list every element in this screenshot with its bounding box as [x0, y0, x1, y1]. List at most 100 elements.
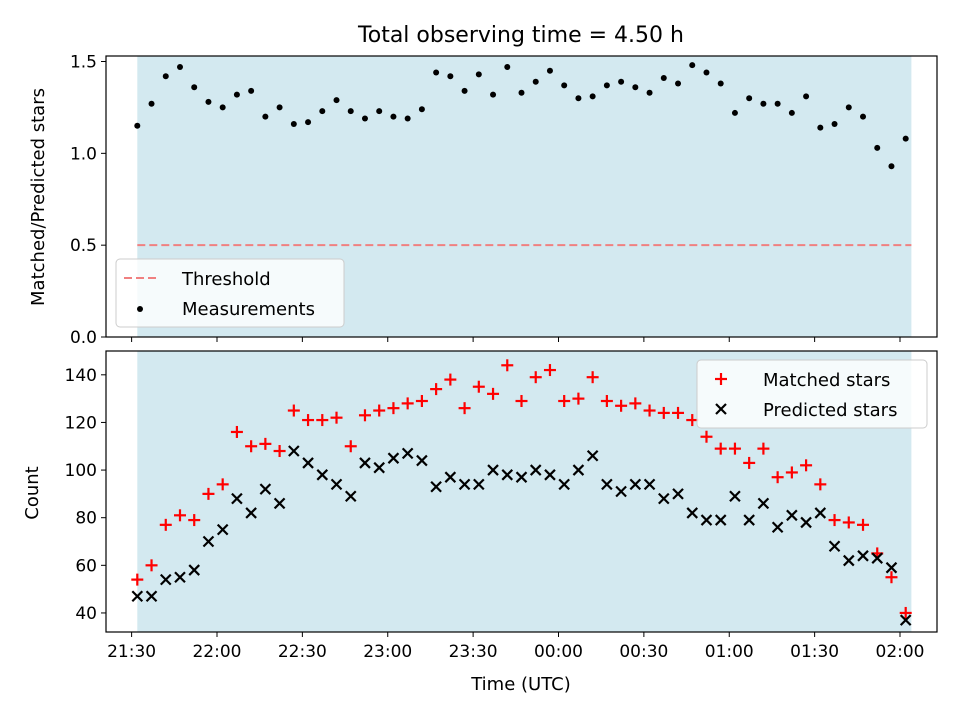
predicted-star-marker	[401, 447, 414, 460]
predicted-star-marker	[259, 483, 272, 495]
measurement-point	[305, 119, 312, 126]
predicted-star-marker	[899, 614, 912, 626]
measurement-point	[874, 144, 881, 151]
measurement-point	[703, 69, 710, 76]
measurement-point	[760, 100, 767, 107]
matched-star-marker	[430, 383, 443, 396]
predicted-star-marker	[714, 514, 727, 526]
predicted-star-marker	[558, 478, 570, 491]
measurement-point	[689, 62, 696, 69]
matched-star-marker	[572, 392, 585, 405]
predicted-star-marker	[387, 452, 400, 464]
measurement-point	[518, 89, 525, 96]
measurement-point	[176, 64, 183, 71]
matched-star-marker	[387, 402, 400, 415]
predicted-star-marker	[800, 516, 812, 529]
predicted-star-marker	[216, 523, 229, 536]
matched-star-marker	[657, 406, 670, 419]
measurement-point	[532, 78, 539, 85]
matched-star-marker	[173, 509, 186, 522]
predicted-star-marker	[487, 464, 499, 476]
y-tick-label: 140	[65, 366, 97, 386]
predicted-star-marker	[786, 509, 798, 522]
predicted-star-marker	[245, 507, 257, 519]
measurement-point	[888, 163, 895, 170]
matched-star-marker	[672, 406, 685, 419]
x-tick-label: 23:00	[363, 642, 412, 662]
measurement-point	[788, 109, 795, 116]
measurement-point	[490, 91, 497, 98]
matched-star-marker	[857, 518, 870, 531]
matched-star-marker	[757, 442, 770, 455]
matched-star-marker	[800, 459, 813, 472]
predicted-star-marker	[159, 573, 172, 586]
matched-star-marker	[771, 471, 784, 484]
predicted-star-marker	[629, 478, 642, 491]
y-tick-label: 1.5	[70, 53, 97, 73]
predicted-star-marker	[330, 478, 343, 491]
x-tick-label: 00:30	[619, 642, 668, 662]
matched-star-marker	[899, 606, 912, 619]
matched-star-marker	[330, 411, 343, 424]
matched-star-marker	[458, 402, 471, 415]
x-tick-label: 22:30	[278, 642, 327, 662]
matched-star-marker	[814, 478, 827, 491]
predicted-star-marker	[302, 457, 314, 469]
matched-star-marker	[259, 437, 272, 450]
measurement-point	[248, 87, 255, 94]
matched-star-marker	[188, 514, 201, 527]
measurement-point	[902, 135, 909, 142]
predicted-star-marker	[700, 514, 713, 526]
measurement-point	[860, 113, 867, 120]
measurement-point	[646, 89, 653, 96]
measurement-point	[461, 87, 468, 94]
predicted-star-marker	[430, 480, 442, 493]
matched-star-marker	[202, 487, 215, 500]
legend: Threshold Measurements	[115, 258, 345, 328]
x-tick-label: 21:30	[107, 642, 156, 662]
predicted-star-marker	[131, 590, 144, 603]
measurement-point	[546, 67, 553, 74]
matched-star-marker	[316, 414, 329, 427]
axes-frame	[105, 350, 938, 633]
measurement-point	[134, 122, 141, 129]
x-tick-label: 01:30	[790, 642, 839, 662]
measurement-point	[390, 113, 397, 120]
predicted-star-marker	[473, 478, 485, 491]
predicted-star-marker	[743, 514, 755, 526]
x-tick-label: 01:00	[705, 642, 754, 662]
measurement-point	[191, 84, 198, 91]
predicted-star-marker	[316, 469, 329, 481]
matched-star-marker	[728, 442, 741, 455]
measurement-point	[561, 82, 568, 89]
legend-box	[696, 359, 928, 429]
measurement-point	[162, 73, 169, 80]
measurement-point	[148, 100, 155, 107]
measurement-point	[376, 108, 383, 115]
predicted-star-marker	[416, 454, 428, 467]
measurement-point	[575, 95, 582, 102]
predicted-star-marker	[273, 497, 286, 510]
measurement-point	[475, 71, 482, 78]
ratio-panel: 0.0 0.5 1.0 1.5 Threshold Measurements	[70, 53, 938, 348]
y-tick-label: 60	[75, 556, 97, 576]
measurement-point	[746, 95, 753, 102]
x-axis-label: Time (UTC)	[470, 674, 571, 695]
measurement-point	[219, 104, 226, 111]
matched-star-marker	[273, 445, 286, 458]
matched-star-marker	[714, 442, 727, 455]
matched-star-marker	[401, 397, 414, 410]
y-tick-label: 100	[65, 461, 97, 481]
predicted-star-marker	[871, 552, 884, 564]
top-y-axis-label: Matched/Predicted stars	[28, 88, 49, 306]
matched-star-marker	[444, 373, 457, 386]
measurement-point	[831, 120, 838, 127]
predicted-star-marker	[359, 457, 371, 469]
measurement-point	[632, 84, 639, 91]
predicted-star-marker	[444, 471, 457, 483]
predicted-star-marker	[601, 478, 613, 491]
axes-frame	[105, 55, 938, 338]
matched-star-marker	[842, 516, 855, 529]
predicted-star-marker	[757, 497, 770, 510]
predicted-star-marker	[885, 561, 898, 574]
